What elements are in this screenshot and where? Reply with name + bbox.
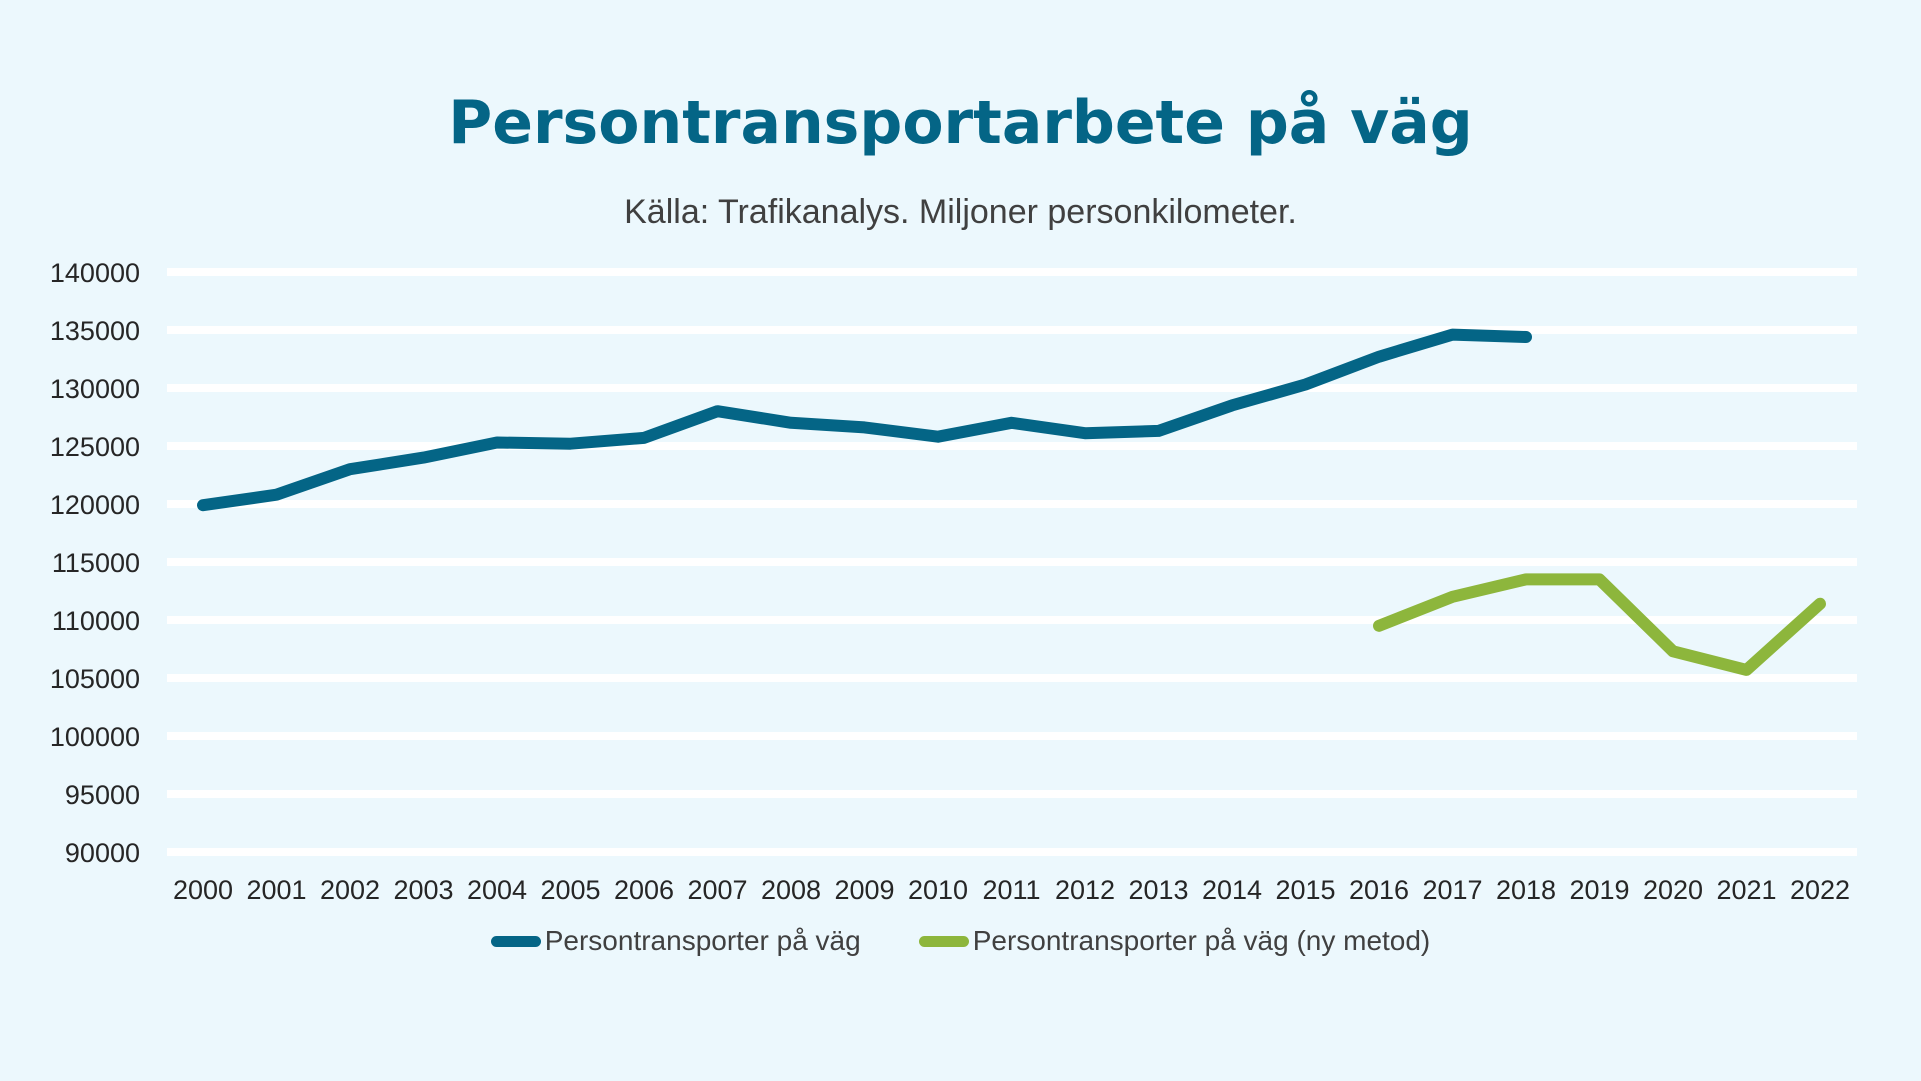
y-tick-label: 120000 bbox=[50, 490, 140, 520]
y-axis-ticks: 90000 95000 100000 105000 110000 115000 120000… bbox=[50, 258, 140, 868]
x-tick-label: 2018 bbox=[1496, 875, 1556, 905]
chart-subtitle: Källa: Trafikanalys. Miljoner personkilo… bbox=[624, 193, 1297, 231]
legend-item-series-2: Persontransporter på väg (ny metod) bbox=[918, 925, 1431, 957]
legend-label-series-2: Persontransporter på väg (ny metod) bbox=[972, 925, 1431, 956]
x-tick-label: 2010 bbox=[908, 875, 968, 905]
x-tick-label: 2011 bbox=[982, 875, 1040, 905]
x-tick-label: 2005 bbox=[540, 875, 600, 905]
x-tick-label: 2013 bbox=[1128, 875, 1188, 905]
x-tick-label: 2015 bbox=[1275, 875, 1335, 905]
y-tick-label: 130000 bbox=[50, 374, 140, 404]
x-tick-label: 2008 bbox=[761, 875, 821, 905]
x-tick-label: 2000 bbox=[173, 875, 233, 905]
x-tick-label: 2020 bbox=[1643, 875, 1703, 905]
legend-swatch-series-2 bbox=[918, 935, 969, 947]
series-line-2 bbox=[1373, 573, 1826, 676]
y-tick-label: 110000 bbox=[52, 606, 140, 636]
y-tick-label: 135000 bbox=[50, 316, 140, 346]
x-axis-ticks: 2000 2001 2002 2003 2004 2005 2006 2007 2008 2009… bbox=[173, 875, 1850, 905]
legend-item-series-1: Persontransporter på väg bbox=[490, 925, 861, 957]
chart-title: Persontransportarbete på väg bbox=[448, 88, 1473, 158]
y-tick-label: 90000 bbox=[65, 838, 140, 868]
x-tick-label: 2012 bbox=[1055, 875, 1115, 905]
y-tick-label: 115000 bbox=[52, 548, 140, 578]
x-tick-label: 2019 bbox=[1569, 875, 1629, 905]
series-lines bbox=[197, 328, 1826, 676]
x-tick-label: 2016 bbox=[1349, 875, 1409, 905]
y-tick-label: 125000 bbox=[50, 432, 140, 462]
legend-swatch-series-1 bbox=[490, 935, 541, 947]
y-tick-label: 100000 bbox=[50, 722, 140, 752]
y-tick-label: 140000 bbox=[50, 258, 140, 288]
x-tick-label: 2003 bbox=[393, 875, 453, 905]
x-tick-label: 2007 bbox=[687, 875, 747, 905]
x-tick-label: 2021 bbox=[1716, 875, 1776, 905]
grid-lines bbox=[167, 268, 1857, 856]
x-tick-label: 2001 bbox=[246, 875, 306, 905]
x-tick-label: 2004 bbox=[467, 875, 527, 905]
y-tick-label: 95000 bbox=[65, 780, 140, 810]
x-tick-label: 2006 bbox=[614, 875, 674, 905]
x-tick-label: 2009 bbox=[834, 875, 894, 905]
x-tick-label: 2022 bbox=[1790, 875, 1850, 905]
x-tick-label: 2002 bbox=[320, 875, 380, 905]
x-tick-label: 2017 bbox=[1422, 875, 1482, 905]
legend-label-series-1: Persontransporter på väg bbox=[544, 925, 861, 956]
legend: Persontransporter på väg Persontransport… bbox=[0, 925, 1921, 957]
x-tick-label: 2014 bbox=[1202, 875, 1262, 905]
y-tick-label: 105000 bbox=[50, 664, 140, 694]
series-line-1 bbox=[197, 328, 1532, 512]
